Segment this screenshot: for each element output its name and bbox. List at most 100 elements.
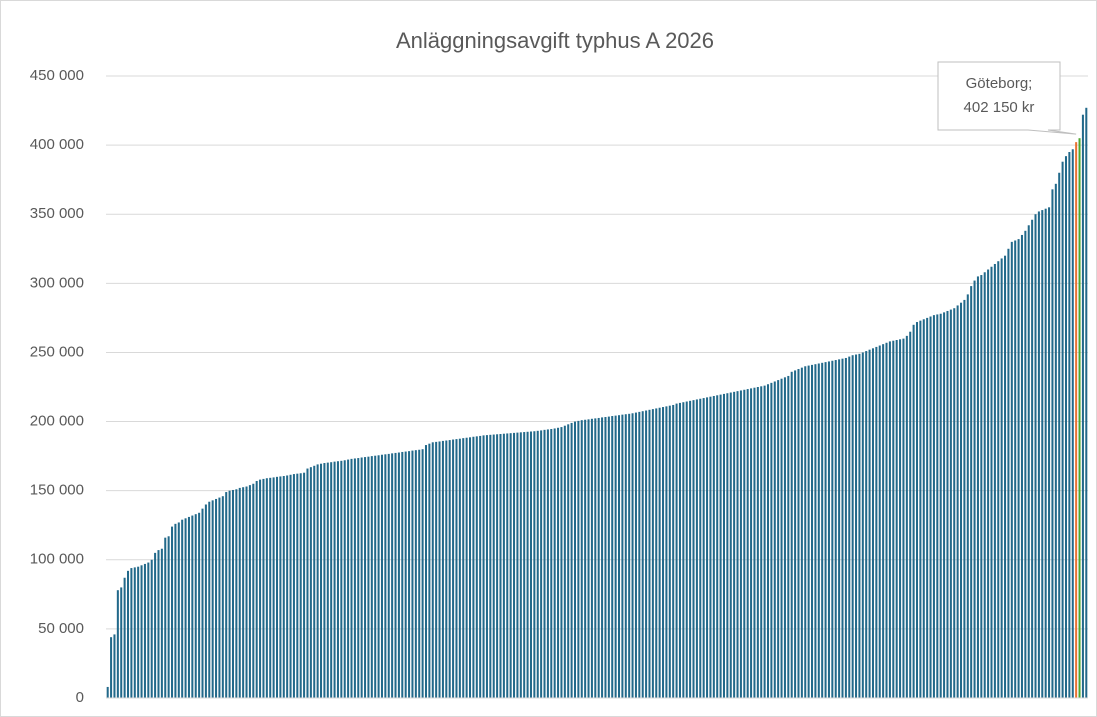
- bar: [282, 476, 285, 698]
- bar: [316, 464, 319, 698]
- bar: [902, 338, 905, 698]
- bar: [624, 414, 627, 698]
- bar: [753, 387, 756, 698]
- bar: [1061, 161, 1064, 699]
- bar: [424, 445, 428, 698]
- bar: [804, 366, 807, 698]
- bar: [573, 421, 577, 698]
- y-tick-label: 50 000: [38, 620, 84, 637]
- bar: [895, 340, 898, 698]
- bar: [634, 412, 637, 698]
- bar: [519, 432, 522, 698]
- bar: [309, 467, 312, 698]
- bar: [452, 439, 455, 698]
- bar: [584, 419, 587, 698]
- bar: [746, 389, 749, 698]
- bar: [245, 486, 248, 698]
- bar: [516, 432, 519, 698]
- bar: [387, 453, 390, 698]
- bar: [929, 316, 932, 698]
- bar: [811, 364, 814, 698]
- bar: [899, 339, 902, 698]
- bar: [976, 276, 979, 698]
- bar: [577, 420, 580, 698]
- bar: [445, 440, 448, 698]
- bar: [421, 449, 424, 698]
- bar: [1075, 142, 1078, 698]
- bar: [1048, 207, 1051, 699]
- bar: [529, 431, 532, 698]
- bar: [330, 462, 333, 698]
- bar: [953, 308, 956, 698]
- bar: [492, 434, 495, 698]
- bar: [783, 377, 786, 698]
- bar: [1010, 241, 1013, 698]
- bar: [211, 500, 214, 698]
- bar: [617, 415, 621, 698]
- bar: [191, 515, 194, 698]
- bar: [513, 432, 516, 698]
- bar: [662, 407, 665, 698]
- bar: [126, 570, 130, 698]
- bar: [367, 456, 370, 698]
- bar: [611, 416, 614, 698]
- bar: [963, 299, 966, 698]
- y-tick-label: 400 000: [30, 136, 84, 153]
- bar: [814, 364, 817, 698]
- bar: [773, 381, 776, 698]
- bar: [472, 436, 475, 698]
- bar: [360, 457, 363, 698]
- y-tick-label: 300 000: [30, 274, 84, 291]
- bar: [333, 461, 336, 698]
- bar: [770, 382, 773, 698]
- bar: [218, 497, 221, 698]
- bar: [827, 361, 830, 698]
- bar: [915, 322, 919, 698]
- bar: [590, 418, 593, 698]
- bar: [678, 402, 681, 698]
- bar: [817, 363, 820, 698]
- bar: [479, 435, 482, 698]
- bar: [946, 310, 949, 698]
- bar: [875, 346, 878, 698]
- bar: [777, 380, 780, 698]
- bar: [716, 395, 719, 698]
- bar: [384, 454, 387, 698]
- bar: [106, 686, 109, 698]
- bar: [797, 369, 800, 698]
- bar: [1020, 234, 1023, 698]
- bar: [550, 429, 553, 698]
- bar: [990, 266, 993, 698]
- bar: [130, 568, 133, 698]
- bar: [154, 552, 157, 698]
- bar: [110, 637, 113, 698]
- bar: [675, 403, 678, 698]
- bar: [722, 393, 725, 698]
- bar: [428, 443, 431, 698]
- bar: [567, 424, 570, 698]
- bar: [970, 286, 973, 698]
- bar: [1071, 149, 1074, 698]
- bar: [655, 408, 658, 698]
- bar: [672, 404, 675, 698]
- bar: [821, 362, 824, 698]
- bar: [936, 314, 939, 698]
- bar: [665, 406, 668, 698]
- bar: [401, 451, 404, 698]
- bar: [1054, 183, 1057, 698]
- bar: [1081, 114, 1084, 699]
- bar: [1000, 258, 1003, 698]
- bar: [892, 340, 895, 698]
- bar: [262, 478, 265, 698]
- bar: [536, 430, 539, 698]
- bar: [736, 391, 739, 698]
- bar: [726, 393, 729, 698]
- bar: [729, 392, 732, 698]
- bar: [357, 458, 360, 698]
- bar: [462, 438, 465, 698]
- bar: [939, 313, 942, 698]
- bar: [265, 478, 268, 698]
- bar: [198, 512, 201, 698]
- bar: [306, 468, 309, 698]
- bar: [604, 416, 607, 698]
